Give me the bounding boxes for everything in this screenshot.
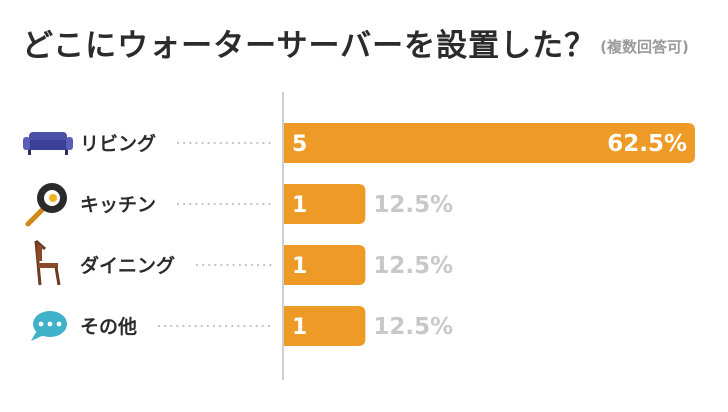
title-text: どこにウォーターサーバーを設置した？	[22, 28, 597, 64]
bar	[283, 184, 366, 224]
frying-pan-icon	[25, 183, 67, 227]
sofa-icon	[23, 132, 73, 155]
category-label: リビング	[80, 132, 156, 155]
bar	[283, 306, 366, 346]
title-note: (複数回答可)	[600, 38, 689, 56]
percent-label: 12.5%	[373, 192, 453, 218]
count-label: 1	[292, 254, 307, 279]
chair-icon	[34, 239, 61, 286]
category-label: その他	[80, 315, 137, 338]
category-label: キッチン	[80, 194, 156, 216]
category-label: ダイニング	[80, 254, 175, 277]
count-label: 1	[292, 193, 307, 218]
count-label: 5	[292, 132, 307, 157]
percent-label: 12.5%	[373, 314, 453, 340]
chart-rows: リビング 5 62.5% キッチン 1 12.5% ダイニング 1 12.5% その他 1 12.5%	[80, 123, 695, 346]
percent-label: 12.5%	[373, 253, 453, 279]
speech-bubble-icon	[31, 311, 67, 341]
percent-label: 62.5%	[607, 131, 687, 157]
count-label: 1	[292, 315, 307, 340]
category-icons	[23, 132, 73, 341]
bar	[283, 245, 366, 285]
bar	[283, 123, 695, 163]
chart-title: どこにウォーターサーバーを設置した？ (複数回答可)	[22, 20, 689, 65]
